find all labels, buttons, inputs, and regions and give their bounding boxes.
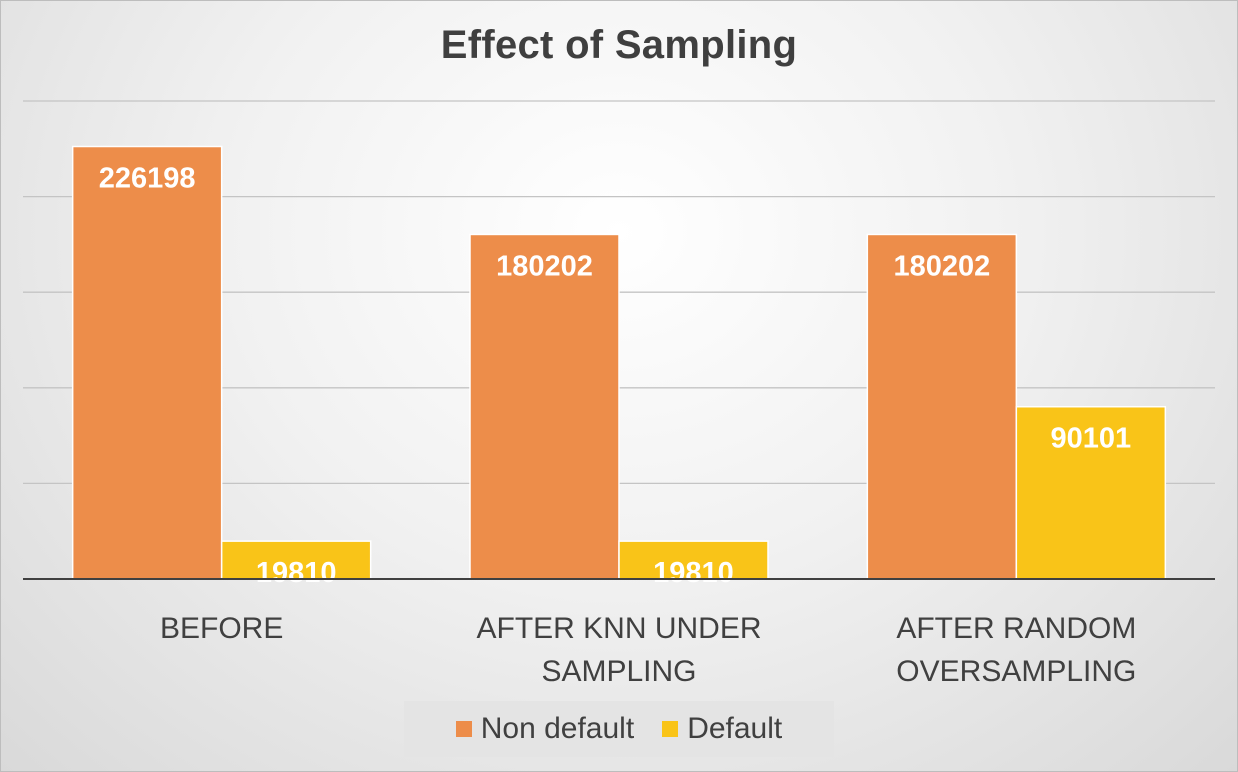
- legend: Non default Default: [404, 701, 834, 757]
- category-label: OVERSAMPLING: [896, 655, 1136, 688]
- data-label: 180202: [893, 250, 990, 282]
- legend-item: Non default: [455, 712, 635, 746]
- legend-swatch: [455, 721, 472, 737]
- legend-label: Non default: [480, 712, 635, 745]
- bar-non-default: [71, 145, 223, 580]
- data-label: 226198: [99, 163, 196, 195]
- chart-title: Effect of Sampling: [440, 23, 798, 67]
- legend-item: Default: [662, 712, 782, 746]
- bar-default: [220, 540, 372, 580]
- data-label: 19810: [256, 557, 337, 589]
- data-label: 19810: [653, 557, 734, 589]
- data-label: 90101: [1051, 423, 1132, 455]
- category-label: AFTER KNN UNDER: [476, 612, 761, 645]
- category-label: SAMPLING: [541, 655, 696, 688]
- bar-non-default: [469, 233, 620, 580]
- bar-non-default: [866, 233, 1018, 580]
- plot-area: 226198 19810 BEFORE 180202 19810 AFTER KNN UN…: [23, 100, 1215, 688]
- legend-swatch: [662, 721, 679, 737]
- category-label: AFTER RANDOM: [896, 612, 1136, 645]
- bar-default: [1015, 405, 1167, 580]
- legend-label: Default: [687, 712, 783, 745]
- data-label: 180202: [496, 250, 593, 282]
- category-label: BEFORE: [160, 612, 283, 645]
